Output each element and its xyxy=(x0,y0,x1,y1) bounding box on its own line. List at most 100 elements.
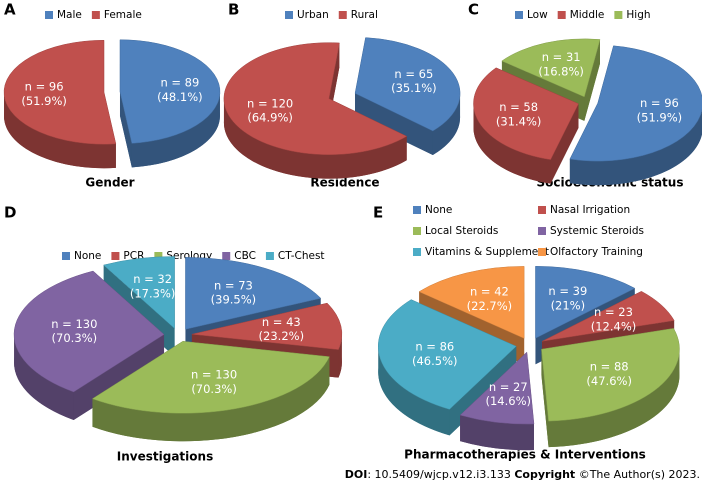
percent-label: (16.8%) xyxy=(538,64,584,78)
legend-swatch xyxy=(154,252,163,260)
legend-swatch xyxy=(614,11,623,19)
legend-swatch xyxy=(62,252,70,260)
legend-swatch xyxy=(515,11,523,19)
slice: n = 96(51.9%) xyxy=(569,45,702,186)
panel-letter: E xyxy=(373,204,383,222)
slice: n = 27(14.6%) xyxy=(459,351,535,451)
slice-side xyxy=(378,346,450,436)
value-label: n = 120 xyxy=(247,96,293,110)
copyright: ©The Author(s) 2023. xyxy=(579,468,700,481)
slice-top xyxy=(377,299,517,410)
legend-swatch xyxy=(413,248,421,256)
legend-label: Nasal Irrigation xyxy=(550,204,630,216)
percent-label: (14.6%) xyxy=(485,394,531,408)
legend-swatch xyxy=(265,252,274,260)
slice-top xyxy=(541,291,675,342)
slice: n = 58(31.4%) xyxy=(473,67,579,184)
slice: n = 130(70.3%) xyxy=(91,341,330,442)
legend-swatch xyxy=(538,248,546,256)
value-label: n = 42 xyxy=(470,285,509,299)
value-label: n = 32 xyxy=(133,272,172,286)
legend-swatch xyxy=(285,11,293,19)
slice-top xyxy=(185,257,322,330)
value-label: n = 65 xyxy=(394,67,433,81)
legend-swatch xyxy=(45,11,53,19)
slice-top xyxy=(418,266,525,339)
percent-label: (70.3%) xyxy=(191,382,237,396)
legend-label: Male xyxy=(57,9,82,21)
chart-title: Residence xyxy=(310,176,379,190)
panel-letter: A xyxy=(4,1,16,19)
value-label: n = 86 xyxy=(415,340,454,354)
slice-top xyxy=(354,37,461,132)
slice-top xyxy=(459,351,535,425)
slice-side xyxy=(432,93,461,155)
legend-label: None xyxy=(74,250,101,262)
slice-top xyxy=(541,328,680,422)
legend-label: CT-Chest xyxy=(278,250,325,262)
footer: DOI: 10.5409/wjcp.v12.i3.133 Copyright ©… xyxy=(345,468,700,481)
slice-cut xyxy=(584,39,601,121)
percent-label: (17.3%) xyxy=(130,287,176,301)
doi: : 10.5409/wjcp.v12.i3.133 xyxy=(367,468,511,481)
percent-label: (64.9%) xyxy=(247,111,293,125)
legend-label: High xyxy=(626,9,650,21)
copyright-label: Copyright xyxy=(514,468,575,481)
slice-top xyxy=(569,45,702,162)
legend-swatch xyxy=(413,206,421,214)
panel-letter: B xyxy=(228,1,239,19)
panel-letter: D xyxy=(4,204,16,222)
slice: n = 96(51.9%) xyxy=(3,39,117,169)
legend-swatch xyxy=(538,206,546,214)
slice-top xyxy=(501,38,601,98)
legend-label: Low xyxy=(527,9,548,21)
slice-side xyxy=(131,91,220,168)
legend-label: None xyxy=(425,204,452,216)
legend-swatch xyxy=(413,227,421,235)
slice-top xyxy=(103,256,175,330)
slice-side xyxy=(14,334,74,420)
legend-swatch xyxy=(222,252,231,260)
percent-label: (22.7%) xyxy=(467,299,513,313)
legend-label: Rural xyxy=(351,9,378,21)
legend-swatch xyxy=(111,252,120,260)
slice-top xyxy=(473,67,579,160)
slice-side xyxy=(569,109,702,186)
slice-top xyxy=(223,42,408,155)
percent-label: (21%) xyxy=(551,298,586,312)
slice-top xyxy=(535,266,636,339)
value-label: n = 43 xyxy=(262,315,301,329)
legend-label: Local Steroids xyxy=(425,225,498,237)
percent-label: (23.2%) xyxy=(259,329,305,343)
slice-cut xyxy=(541,349,549,448)
legend-swatch xyxy=(338,11,347,19)
legend-label: Urban xyxy=(297,9,329,21)
value-label: n = 39 xyxy=(548,284,587,298)
slice-side xyxy=(338,334,342,378)
chart-title: Investigations xyxy=(117,450,213,464)
slice-top xyxy=(3,39,117,145)
legend-label: CBC xyxy=(234,250,256,262)
legend-swatch xyxy=(538,227,546,235)
value-label: n = 31 xyxy=(542,50,581,64)
value-label: n = 23 xyxy=(594,305,633,319)
percent-label: (48.1%) xyxy=(157,90,203,104)
value-label: n = 73 xyxy=(214,278,253,292)
value-label: n = 130 xyxy=(191,367,237,381)
legend-label: Vitamins & Supplement xyxy=(425,246,549,258)
percent-label: (51.9%) xyxy=(637,110,683,124)
slice-side xyxy=(4,92,116,169)
value-label: n = 89 xyxy=(160,75,199,89)
legend-label: Middle xyxy=(570,9,605,21)
chart-title: Gender xyxy=(85,176,134,190)
slice-top xyxy=(13,270,165,393)
percent-label: (31.4%) xyxy=(496,115,542,129)
slice-cut xyxy=(119,91,132,168)
percent-label: (39.5%) xyxy=(211,293,257,307)
percent-label: (70.3%) xyxy=(52,331,98,345)
slice-top xyxy=(91,341,330,414)
percent-label: (51.9%) xyxy=(21,94,67,108)
value-label: n = 96 xyxy=(640,96,679,110)
slice-top xyxy=(191,302,343,350)
percent-label: (35.1%) xyxy=(391,81,437,95)
